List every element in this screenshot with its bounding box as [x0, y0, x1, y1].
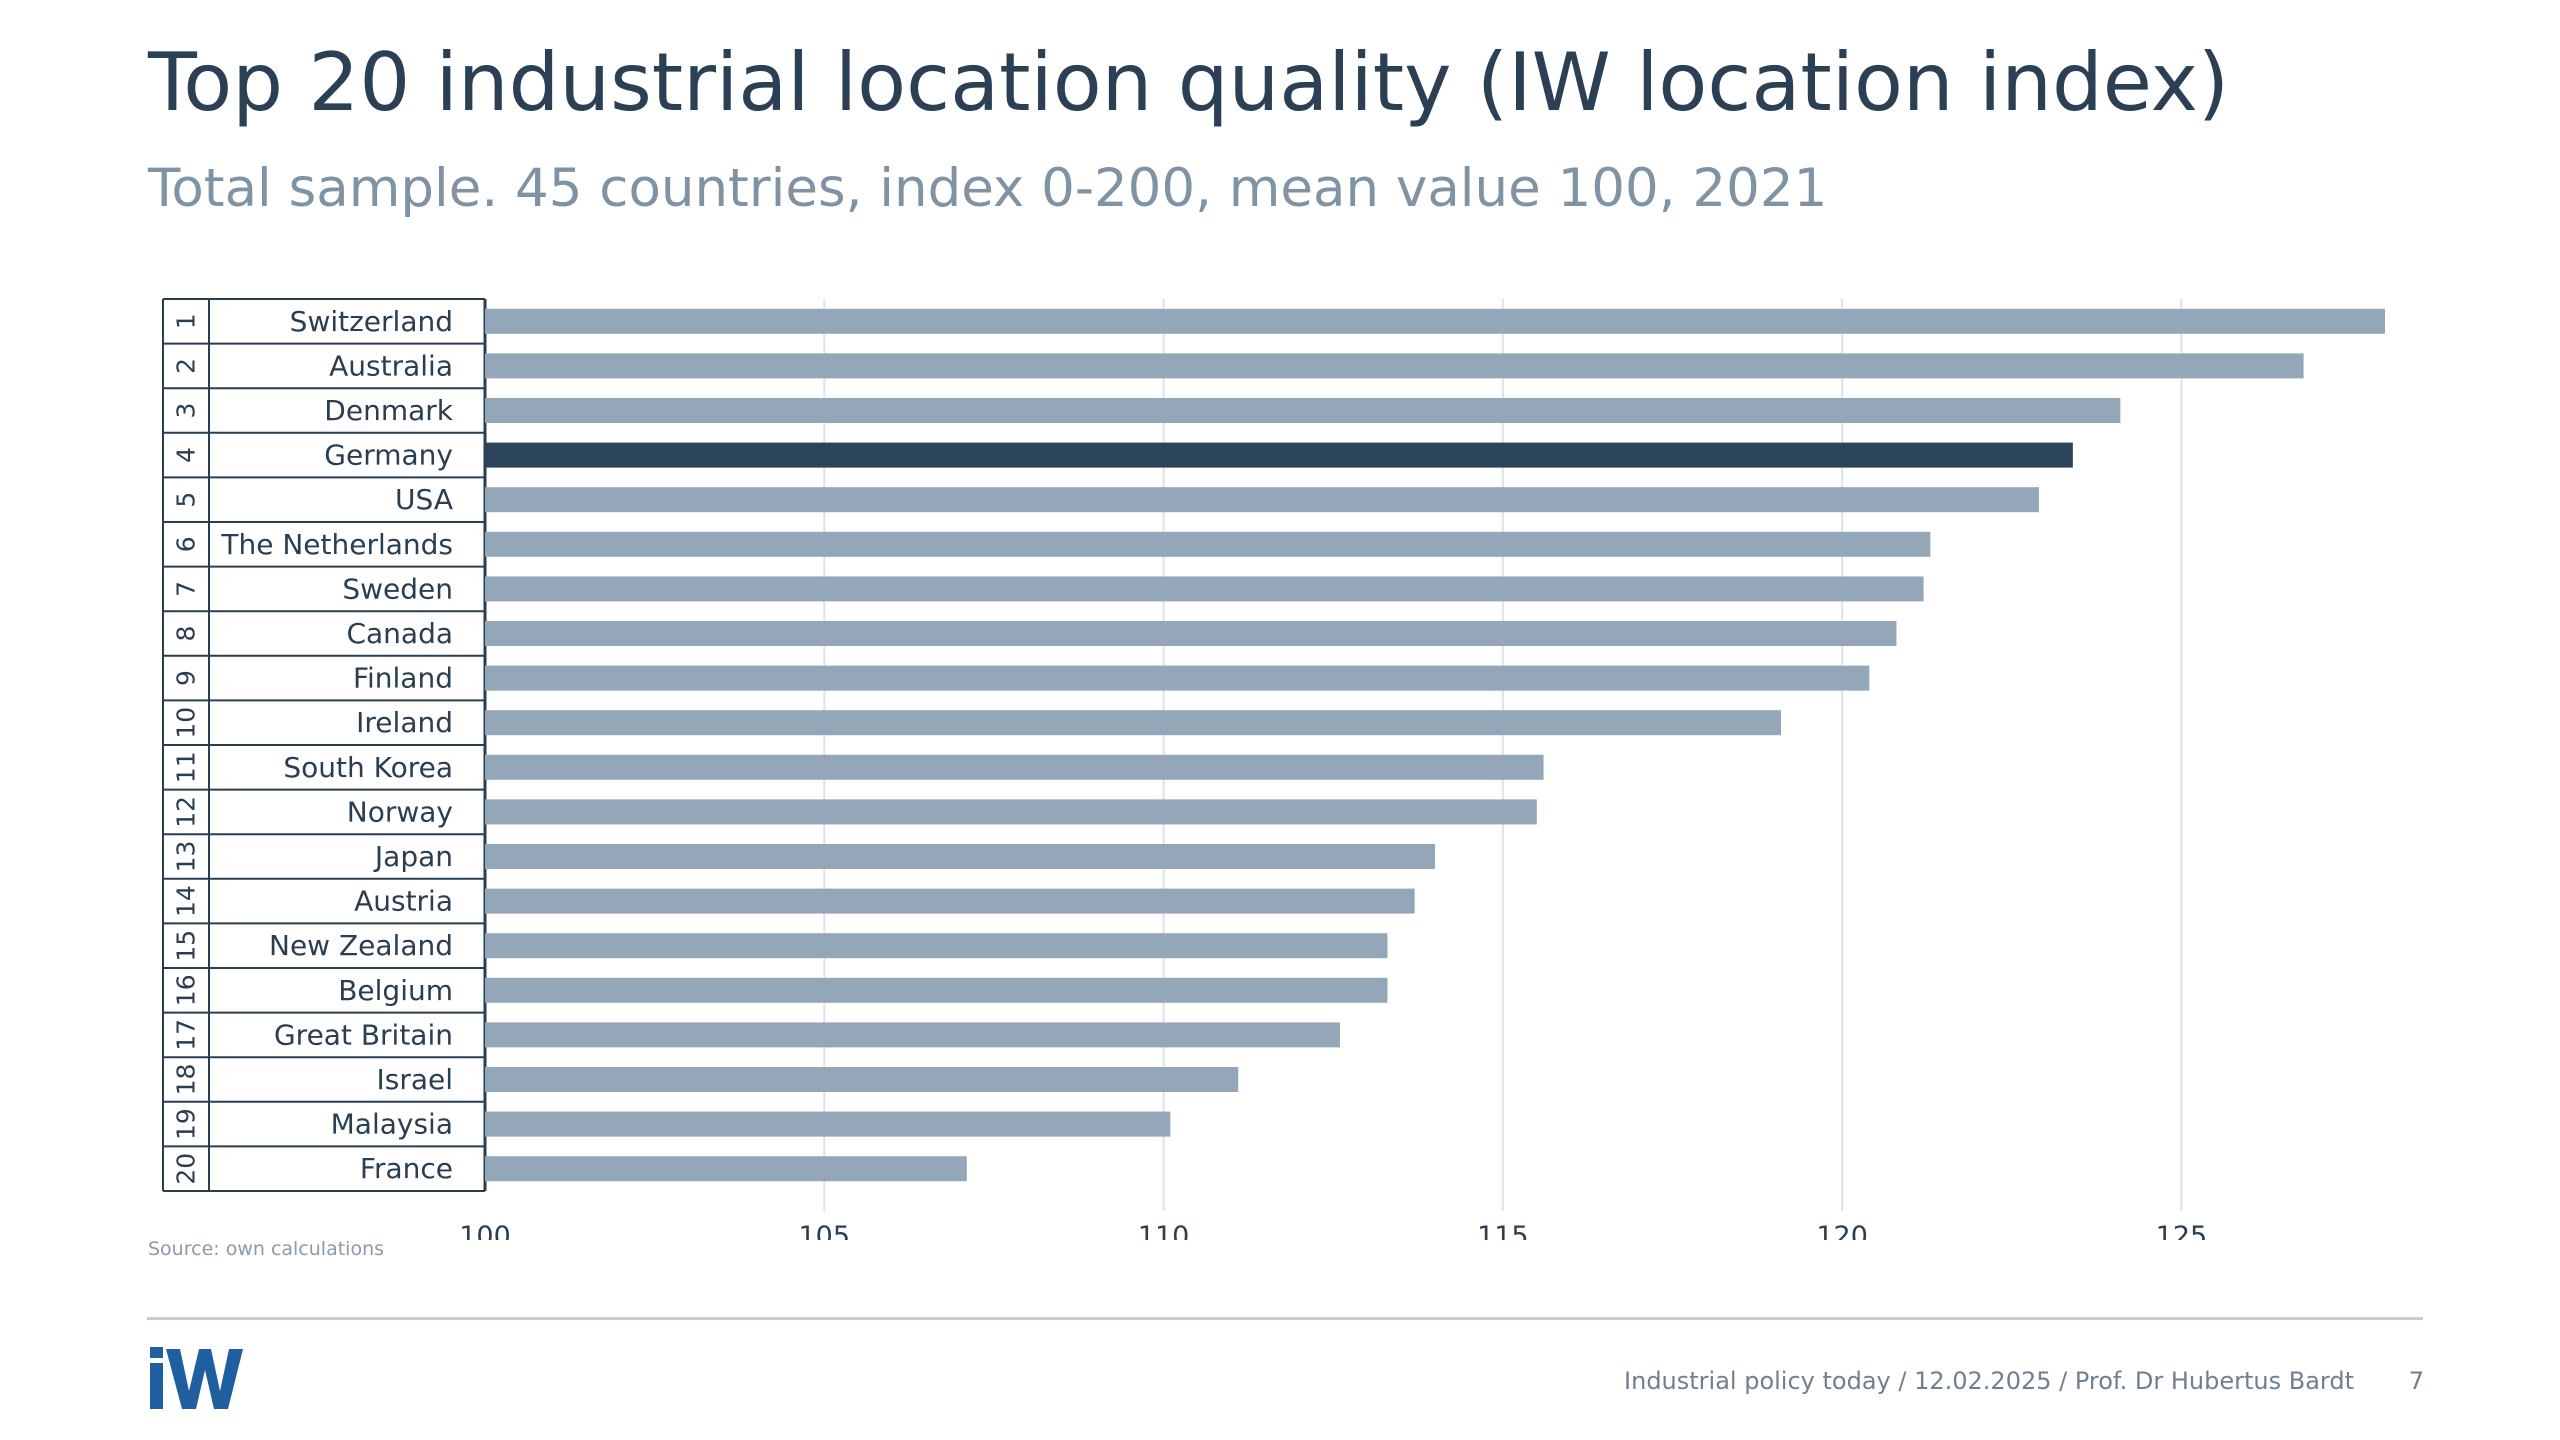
bar [485, 1156, 967, 1182]
country-label: Australia [329, 349, 453, 382]
country-label: Denmark [324, 394, 453, 427]
rank-number: 15 [172, 930, 201, 962]
footer-divider [147, 1317, 2423, 1320]
country-label: New Zealand [269, 929, 453, 962]
country-label: Canada [346, 617, 453, 650]
country-label: Malaysia [331, 1108, 453, 1141]
bar [485, 665, 1870, 691]
rank-number: 6 [172, 536, 201, 552]
chart-subtitle: Total sample. 45 countries, index 0-200,… [148, 158, 1828, 219]
rank-number: 7 [172, 581, 201, 597]
bar [485, 1067, 1239, 1092]
bar [485, 621, 1897, 646]
country-label: The Netherlands [220, 528, 453, 561]
rank-number: 14 [172, 885, 201, 917]
rank-number: 3 [172, 403, 201, 419]
ranking-table: 1 Switzerland 2 Australia 3 Denmark 4 Germany 5 U… [162, 298, 487, 1192]
footer-text: Industrial policy today / 12.02.2025 / P… [1624, 1367, 2354, 1395]
country-label: Austria [354, 885, 453, 918]
country-label: Sweden [342, 572, 453, 605]
bars [485, 308, 2385, 1182]
x-tick-label: 110 [1138, 1221, 1190, 1240]
bar [485, 353, 2304, 379]
bar [485, 933, 1388, 959]
country-label: Ireland [356, 706, 453, 739]
rank-number: 20 [172, 1153, 201, 1185]
rank-number: 13 [172, 841, 201, 873]
bar [485, 977, 1388, 1003]
bar-highlight [485, 442, 2073, 468]
country-label: Switzerland [290, 305, 453, 338]
bar [485, 1111, 1171, 1137]
rank-number: 2 [172, 358, 201, 374]
x-tick-label: 120 [1816, 1221, 1868, 1240]
country-label: USA [395, 483, 453, 516]
country-label: Japan [373, 840, 453, 873]
country-label: Great Britain [274, 1018, 453, 1051]
bar [485, 576, 1924, 602]
rank-number: 12 [172, 796, 201, 828]
source-note: Source: own calculations [148, 1238, 385, 1260]
x-tick-label: 100 [459, 1221, 511, 1240]
rank-number: 19 [172, 1108, 201, 1140]
bar [485, 888, 1415, 914]
x-axis-ticks: 100 105 110 115 120 125 [459, 1221, 2207, 1240]
bar [485, 398, 2121, 423]
rank-number: 17 [172, 1019, 201, 1051]
bar [485, 710, 1782, 736]
bar [485, 531, 1931, 557]
rank-number: 1 [172, 313, 201, 329]
rank-number: 18 [172, 1064, 201, 1096]
rank-number: 5 [172, 492, 201, 508]
iw-logo [150, 1347, 243, 1409]
country-label: France [360, 1152, 453, 1185]
x-tick-label: 115 [1477, 1221, 1529, 1240]
country-label: Finland [353, 662, 453, 695]
bar [485, 487, 2039, 513]
rank-number: 10 [172, 707, 201, 739]
country-label: Norway [347, 795, 453, 828]
bar [485, 844, 1435, 869]
bar [485, 799, 1537, 825]
rank-number: 8 [172, 626, 201, 642]
country-label: Belgium [338, 974, 453, 1007]
bar [485, 308, 2385, 334]
rank-number: 4 [172, 447, 201, 463]
chart-title: Top 20 industrial location quality (IW l… [148, 36, 2230, 129]
rank-number: 11 [172, 751, 201, 783]
rank-number: 16 [172, 974, 201, 1006]
country-label: Israel [376, 1063, 453, 1096]
country-label: Germany [324, 439, 453, 472]
x-tick-label: 105 [799, 1221, 851, 1240]
country-label: South Korea [283, 751, 453, 784]
bar [485, 1022, 1340, 1048]
rank-number: 9 [172, 670, 201, 686]
bar-chart: 1 Switzerland 2 Australia 3 Denmark 4 Germany 5 U… [162, 298, 2385, 1240]
x-tick-label: 125 [2156, 1221, 2208, 1240]
page-number: 7 [2408, 1367, 2424, 1395]
bar [485, 754, 1544, 780]
